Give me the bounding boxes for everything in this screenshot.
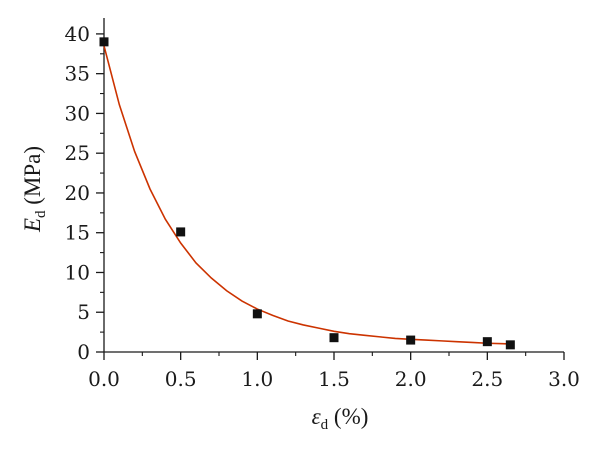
y-axis-label: Ed (MPa) (20, 146, 49, 233)
x-tick-label: 2.0 (395, 367, 427, 391)
y-tick-label: 15 (65, 221, 90, 245)
x-tick-label: 0.5 (165, 367, 197, 391)
x-axis-label: εd (%) (312, 404, 369, 433)
y-tick-label: 5 (77, 300, 90, 324)
y-tick-label: 30 (65, 101, 90, 125)
x-tick-label: 1.5 (318, 367, 350, 391)
data-point (176, 227, 186, 237)
x-ticks: 0.0 0.5 1.0 1.5 2.0 2.5 3.0 (88, 352, 580, 391)
y-tick-label: 0 (77, 340, 90, 364)
y-ticks: 0 5 10 15 20 25 30 35 40 (65, 22, 104, 364)
y-tick-label: 40 (65, 22, 90, 46)
data-points-layer (99, 37, 515, 350)
y-tick-label: 20 (65, 181, 90, 205)
x-tick-label: 0.0 (88, 367, 120, 391)
fit-curve-layer (103, 45, 511, 345)
y-tick-label: 35 (65, 62, 90, 86)
data-point (482, 337, 492, 347)
data-point (99, 37, 109, 47)
x-tick-label: 3.0 (548, 367, 580, 391)
y-tick-label: 10 (65, 260, 90, 284)
x-tick-label: 2.5 (471, 367, 503, 391)
fit-curve (103, 45, 511, 345)
x-tick-label: 1.0 (241, 367, 273, 391)
axes (103, 18, 564, 353)
data-point (252, 309, 262, 319)
data-point (329, 333, 339, 343)
data-point (505, 340, 515, 350)
y-tick-label: 25 (65, 141, 90, 165)
data-point (406, 335, 416, 345)
